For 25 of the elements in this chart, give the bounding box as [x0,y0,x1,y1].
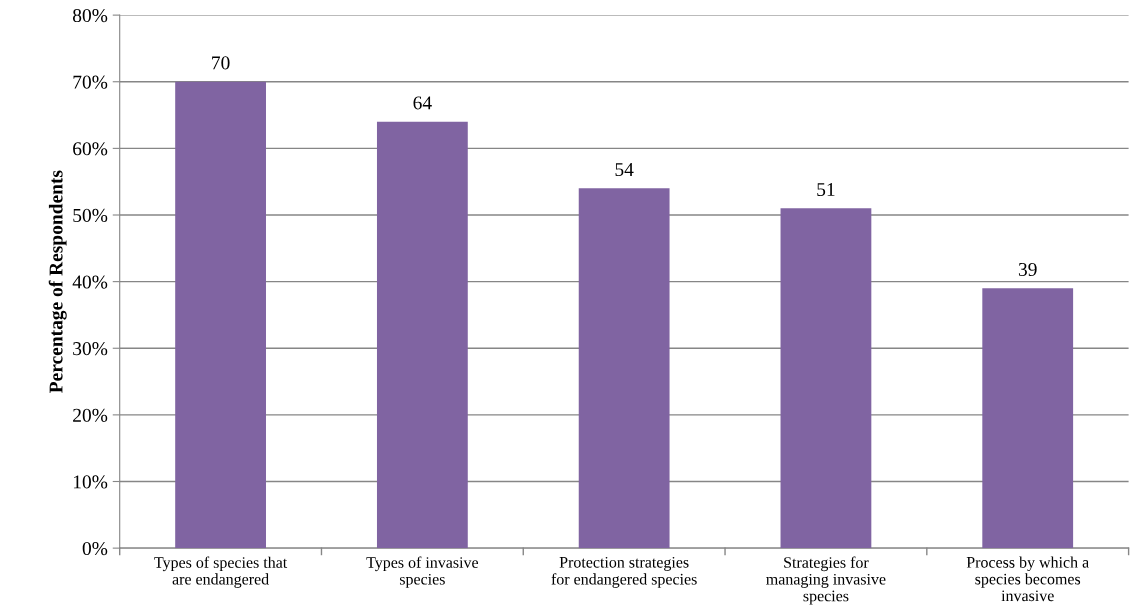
x-tick-label: Types of species that are endangered [154,556,288,588]
x-tick-label: Strategies for managing invasive species [766,556,886,605]
data-label: 39 [1018,262,1037,277]
y-tick-label: 80% [72,8,108,23]
y-tick-label: 50% [73,208,108,222]
bar [578,188,670,549]
data-label: 64 [413,96,432,110]
y-tick-label: 60% [73,142,108,156]
y-tick-label: 0% [82,541,108,556]
y-tick-label: 40% [72,275,108,289]
data-label: 51 [817,183,835,197]
y-tick-label: 30% [73,342,108,356]
data-label: 54 [615,163,634,177]
bar [376,121,468,549]
bar [175,81,266,549]
y-tick-label: 70% [73,75,108,89]
data-label: 70 [212,56,230,70]
y-tick-label: 10% [73,475,108,489]
bar [780,208,872,549]
x-tick-label: Protection strategies for endangered species [551,556,697,588]
y-axis-title: Percentage of Respondents [48,170,67,393]
y-tick-label: 20% [73,408,108,422]
bar [982,288,1074,549]
x-tick-label: Process by which a species becomes invasive [966,556,1089,602]
x-tick-label: Types of invasive species [366,556,479,588]
